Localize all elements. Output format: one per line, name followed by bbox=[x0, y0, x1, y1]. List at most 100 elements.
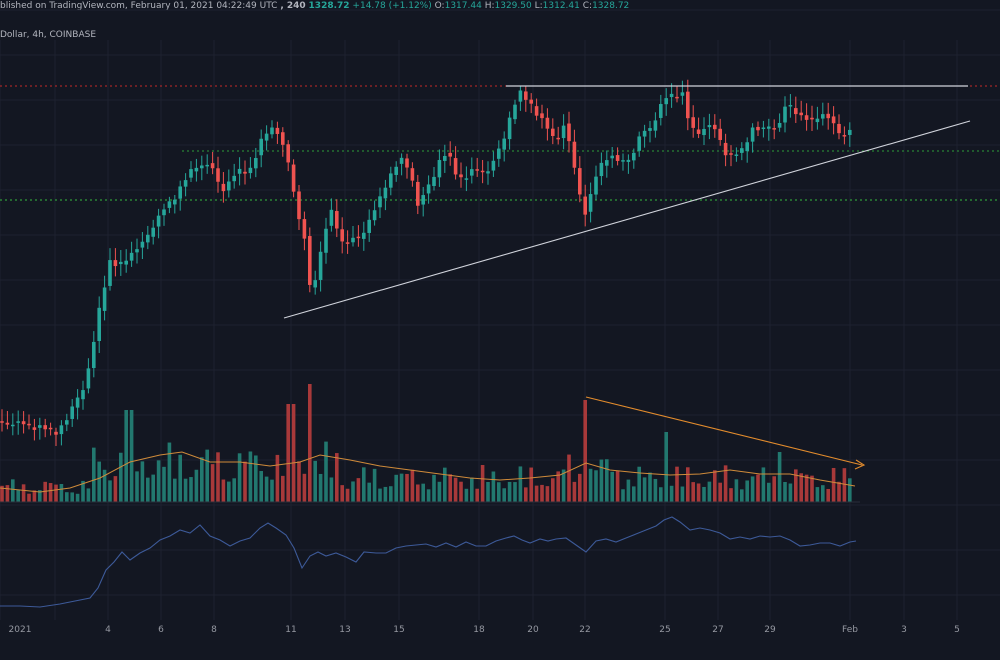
candle-body bbox=[432, 176, 436, 186]
volume-bar bbox=[605, 459, 609, 502]
volume-bar bbox=[27, 493, 31, 502]
candle-body bbox=[788, 105, 793, 107]
volume-bar bbox=[356, 478, 361, 502]
candle-body bbox=[691, 117, 695, 128]
volume-bar bbox=[659, 487, 663, 502]
volume-bar bbox=[545, 486, 550, 502]
candle-body bbox=[21, 421, 26, 425]
volume-bar bbox=[767, 482, 771, 502]
volume-bar bbox=[389, 486, 393, 502]
candle-body bbox=[659, 104, 663, 118]
symbol-line: Dollar, 4h, COINBASE bbox=[0, 30, 97, 40]
volume-bar bbox=[362, 467, 366, 502]
volume-bar bbox=[81, 480, 85, 502]
volume-bar bbox=[837, 481, 841, 502]
candle-body bbox=[848, 129, 852, 135]
x-tick-label: 4 bbox=[105, 625, 111, 635]
volume-bar bbox=[756, 474, 760, 502]
volume-bar bbox=[11, 479, 15, 502]
volume-bar bbox=[831, 467, 836, 502]
volume-bar bbox=[567, 454, 571, 502]
candle-body bbox=[410, 168, 415, 181]
volume-bar bbox=[178, 454, 182, 502]
volume-bar bbox=[599, 459, 604, 502]
chart-header: blished on TradingView.com, February 01,… bbox=[0, 1, 629, 11]
volume-bar bbox=[475, 488, 479, 502]
volume-bar bbox=[578, 473, 582, 502]
volume-bar bbox=[75, 493, 80, 502]
volume-bar bbox=[259, 471, 263, 502]
candle-body bbox=[383, 187, 388, 199]
candle-body bbox=[637, 136, 641, 151]
volume-bar bbox=[264, 476, 269, 502]
volume-bar bbox=[270, 479, 274, 502]
candle-body bbox=[605, 160, 609, 166]
candle-body bbox=[378, 196, 382, 208]
candle-body bbox=[421, 195, 425, 205]
candle-body bbox=[707, 125, 712, 128]
volume-bar bbox=[686, 467, 690, 502]
candle-body bbox=[675, 96, 679, 99]
high-label: H: bbox=[484, 1, 495, 11]
volume-bar bbox=[200, 457, 204, 502]
candle-body bbox=[448, 152, 452, 157]
x-tick-label: 5 bbox=[954, 625, 960, 635]
candle-body bbox=[653, 120, 658, 131]
last-price: 1328.72 bbox=[308, 1, 350, 11]
candle-body bbox=[518, 90, 523, 102]
volume-bar bbox=[653, 478, 658, 502]
candle-body bbox=[140, 241, 145, 248]
volume-bar bbox=[221, 479, 226, 502]
candle-body bbox=[578, 168, 582, 195]
volume-bar bbox=[38, 490, 42, 502]
candle-body bbox=[594, 176, 598, 195]
volume-bar bbox=[135, 471, 139, 502]
volume-bar bbox=[275, 454, 280, 502]
volume-bar bbox=[713, 470, 717, 502]
candle-body bbox=[275, 127, 280, 134]
volume-bar bbox=[615, 470, 620, 502]
volume-trendline-arrowhead bbox=[854, 459, 866, 470]
candle-body bbox=[70, 406, 74, 419]
candle-body bbox=[81, 390, 85, 400]
candle-body bbox=[254, 158, 258, 169]
candle-body bbox=[124, 260, 128, 265]
x-tick-label: 11 bbox=[285, 625, 296, 635]
candle-body bbox=[286, 144, 290, 163]
candle-body bbox=[75, 397, 80, 408]
candle-body bbox=[232, 175, 236, 182]
volume-bar bbox=[399, 473, 404, 502]
volume-bar bbox=[405, 473, 409, 502]
candle-body bbox=[146, 234, 150, 243]
volume-bar bbox=[534, 485, 539, 502]
candle-body bbox=[92, 341, 96, 369]
candle-body bbox=[362, 232, 366, 239]
close-value: 1328.72 bbox=[592, 1, 630, 11]
x-tick-label: 2021 bbox=[9, 625, 32, 635]
candle-body bbox=[632, 152, 636, 161]
candle-body bbox=[113, 260, 118, 267]
x-tick-label: 18 bbox=[473, 625, 485, 635]
candle-body bbox=[151, 227, 155, 237]
candle-body bbox=[475, 169, 479, 171]
x-tick-label: 8 bbox=[211, 625, 217, 635]
candle-body bbox=[97, 307, 101, 341]
volume-bar bbox=[723, 465, 728, 502]
candle-body bbox=[335, 211, 339, 229]
volume-bar bbox=[351, 481, 355, 502]
volume-bar bbox=[799, 473, 803, 502]
volume-bar bbox=[540, 484, 544, 502]
volume-bar bbox=[848, 478, 852, 502]
volume-bar bbox=[691, 482, 695, 502]
volume-bar bbox=[453, 477, 458, 502]
volume-bar bbox=[243, 461, 247, 502]
candle-body bbox=[372, 210, 377, 221]
candle-body bbox=[194, 167, 199, 172]
candle-body bbox=[108, 260, 112, 286]
close-label: C: bbox=[582, 1, 593, 11]
volume-bar bbox=[502, 488, 506, 502]
volume-bar bbox=[281, 475, 285, 502]
candle-body bbox=[599, 162, 604, 177]
volume-bar bbox=[842, 468, 847, 502]
